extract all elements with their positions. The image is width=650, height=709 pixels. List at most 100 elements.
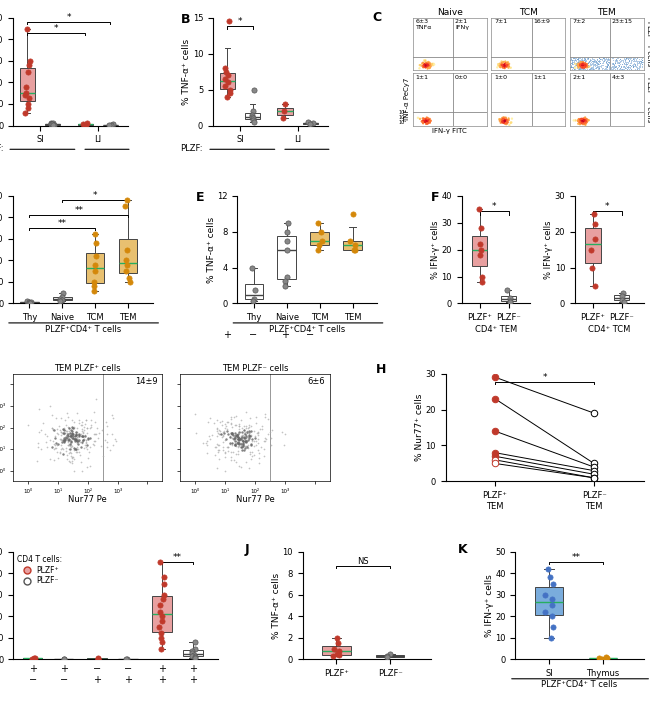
Point: [609, 60, 619, 71]
Point: [70, 430, 80, 442]
Point: [590, 61, 600, 72]
Point: [593, 63, 604, 74]
Point: [497, 61, 508, 72]
Point: [594, 62, 604, 73]
Point: [495, 58, 505, 69]
Point: [575, 58, 585, 69]
Point: [107, 440, 118, 451]
Point: [502, 116, 512, 128]
Point: [502, 60, 512, 71]
Point: [569, 52, 579, 63]
Point: [424, 57, 435, 69]
Point: [589, 458, 599, 469]
Point: [573, 53, 584, 65]
Point: [229, 432, 240, 444]
Point: [610, 61, 621, 72]
Point: [420, 60, 430, 71]
Point: [618, 63, 629, 74]
Point: [569, 64, 579, 75]
Point: [502, 59, 512, 70]
Point: [155, 632, 166, 644]
Point: [241, 428, 252, 439]
Point: [590, 219, 601, 230]
Point: [25, 297, 35, 308]
Point: [232, 430, 242, 442]
Point: [226, 418, 236, 429]
Point: [573, 64, 584, 75]
Point: [79, 421, 90, 432]
Point: [598, 60, 608, 71]
Point: [420, 60, 430, 71]
Point: [233, 431, 243, 442]
Point: [222, 445, 233, 457]
Point: [575, 56, 586, 67]
Point: [616, 61, 627, 72]
Point: [573, 57, 583, 68]
Point: [567, 57, 577, 68]
Point: [576, 115, 586, 126]
Point: [46, 117, 56, 128]
Point: [590, 55, 601, 67]
Point: [637, 61, 647, 72]
Point: [587, 57, 597, 69]
Point: [259, 451, 269, 462]
Point: [79, 442, 90, 454]
Point: [242, 426, 252, 437]
Point: [577, 114, 588, 125]
Point: [616, 63, 627, 74]
Point: [581, 61, 592, 72]
Point: [501, 60, 512, 71]
Point: [583, 57, 593, 68]
Point: [579, 118, 590, 129]
Point: [632, 52, 642, 64]
Point: [105, 445, 115, 456]
Point: [224, 437, 235, 448]
Point: [504, 295, 515, 306]
Point: [571, 52, 581, 63]
Point: [595, 59, 606, 70]
Point: [580, 61, 590, 72]
Point: [584, 63, 594, 74]
Point: [344, 235, 355, 246]
Point: [584, 55, 595, 66]
Point: [577, 113, 587, 125]
Point: [500, 58, 510, 69]
Point: [282, 217, 293, 228]
Point: [566, 59, 577, 70]
Point: [576, 55, 586, 67]
Point: [615, 64, 625, 75]
Point: [600, 62, 610, 74]
Point: [233, 433, 244, 445]
Point: [421, 116, 432, 127]
Text: C: C: [372, 11, 382, 24]
Bar: [20, 302, 39, 303]
Text: *: *: [54, 24, 58, 33]
Point: [187, 645, 198, 657]
Point: [260, 412, 270, 423]
Point: [638, 56, 648, 67]
Point: [625, 60, 635, 71]
Point: [60, 424, 71, 435]
Point: [497, 60, 508, 72]
Bar: [376, 655, 404, 657]
Point: [612, 62, 622, 74]
Point: [238, 438, 248, 450]
Point: [260, 435, 270, 447]
Point: [506, 117, 517, 128]
Point: [282, 244, 293, 255]
Point: [242, 432, 253, 443]
Point: [493, 60, 504, 71]
Point: [233, 423, 244, 434]
Point: [74, 430, 85, 442]
Point: [566, 61, 576, 72]
Point: [52, 440, 62, 451]
Point: [624, 55, 634, 66]
Point: [575, 52, 585, 64]
Point: [88, 407, 99, 418]
Point: [72, 446, 82, 457]
Point: [58, 435, 69, 447]
Point: [246, 453, 256, 464]
Point: [259, 408, 270, 419]
Point: [226, 418, 236, 429]
Point: [415, 113, 425, 125]
